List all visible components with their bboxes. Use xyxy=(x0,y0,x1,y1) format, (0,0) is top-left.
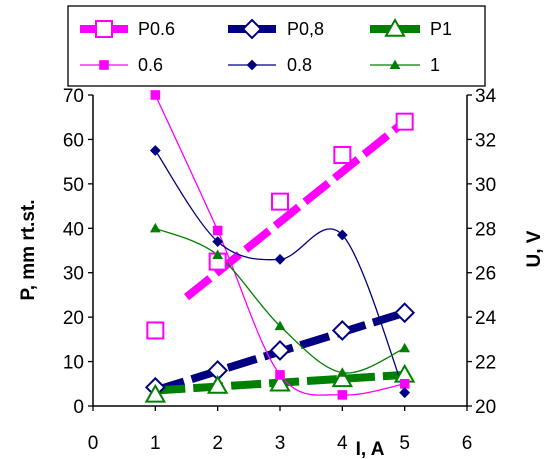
series-0-8-point xyxy=(149,145,161,156)
legend-p0-8-marker xyxy=(241,18,263,40)
series-0-6-point xyxy=(337,390,348,400)
series-p1-point xyxy=(331,368,354,388)
legend-p0-8-label: P0,8 xyxy=(287,19,324,39)
legend-p0-6-marker xyxy=(95,20,113,38)
x-tick-label: 0 xyxy=(88,433,99,454)
x-tick-label: 1 xyxy=(150,433,161,454)
left-tick-label: 40 xyxy=(63,219,84,240)
x-tick-label: 5 xyxy=(399,433,410,454)
legend-p1-marker xyxy=(384,17,406,37)
legend-0-8-marker xyxy=(246,59,258,71)
series-0-8-point xyxy=(274,253,286,265)
right-axis-title: U, V xyxy=(524,230,545,267)
legend-0-6-marker xyxy=(99,60,109,70)
series-1-point xyxy=(149,222,161,233)
series-p1-point xyxy=(144,383,167,403)
right-tick-label: 34 xyxy=(475,86,497,107)
left-tick-label: 10 xyxy=(63,353,84,374)
series-0-8-point xyxy=(336,229,348,241)
left-axis-title: P, mm rt.st. xyxy=(18,199,39,300)
legend-p1-label: P1 xyxy=(430,19,452,39)
x-tick-label: 4 xyxy=(337,433,348,454)
left-tick-label: 60 xyxy=(63,130,84,151)
right-tick-label: 26 xyxy=(475,264,496,285)
series-p0-8-point xyxy=(331,320,353,341)
series-0-6-point xyxy=(275,370,285,380)
x-tick-label: 2 xyxy=(212,433,223,454)
x-tick-label: 3 xyxy=(275,433,286,454)
plot-area xyxy=(144,90,416,403)
left-tick-label: 70 xyxy=(63,86,84,107)
series-0-6-line xyxy=(154,95,405,396)
legend-0-6-label: 0.6 xyxy=(138,55,163,75)
right-tick-label: 20 xyxy=(475,397,496,418)
series-p0-8-point xyxy=(269,340,291,361)
right-tick-label: 22 xyxy=(475,353,496,374)
series-1-point xyxy=(212,249,224,259)
right-tick-label: 28 xyxy=(475,219,496,240)
legend: P0.6 P0,8 P1 0.6 0.8 1 xyxy=(67,5,486,87)
series-p1-point xyxy=(206,374,229,394)
series-p1-point xyxy=(269,372,291,392)
series-p0-6-point xyxy=(271,192,289,211)
right-tick-label: 32 xyxy=(475,130,496,151)
left-tick-label: 30 xyxy=(63,264,84,285)
series-p0-6-trend-line xyxy=(183,118,408,301)
series-1-point xyxy=(399,342,411,353)
left-tick-label: 0 xyxy=(73,397,84,418)
series-0-6-point xyxy=(212,225,223,236)
left-tick-label: 20 xyxy=(63,308,84,329)
series-p0-6-point xyxy=(333,145,352,164)
series-p0-6-point xyxy=(146,321,165,340)
x-tick-label: 6 xyxy=(462,433,473,454)
left-tick-label: 50 xyxy=(63,175,84,196)
legend-1-marker xyxy=(389,59,401,70)
series-0-8-point xyxy=(399,387,411,399)
series-1-point xyxy=(336,367,348,377)
legend-1-label: 1 xyxy=(430,55,440,75)
series-0-8-point xyxy=(212,236,224,248)
series-0-6-point xyxy=(399,378,410,389)
legend-box xyxy=(67,5,486,87)
right-tick-label: 30 xyxy=(475,175,496,196)
x-axis-title: I, A xyxy=(356,439,385,459)
series-1-point xyxy=(274,320,286,331)
right-tick-label: 24 xyxy=(475,308,497,329)
legend-p0-6-label: P0.6 xyxy=(138,19,175,39)
series-p0-8-point xyxy=(394,302,416,324)
series-0-6-point xyxy=(150,90,161,100)
series-p0-6-point xyxy=(395,112,414,131)
legend-0-8-label: 0.8 xyxy=(287,55,312,75)
series-0-8-line xyxy=(154,150,406,393)
